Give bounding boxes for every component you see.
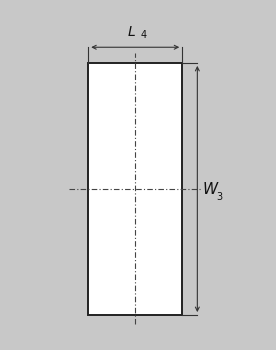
Bar	[88, 63, 182, 315]
Text: W: W	[202, 182, 217, 196]
Text: 4: 4	[141, 30, 147, 40]
Text: L: L	[127, 25, 135, 38]
Text: 3: 3	[217, 192, 223, 202]
